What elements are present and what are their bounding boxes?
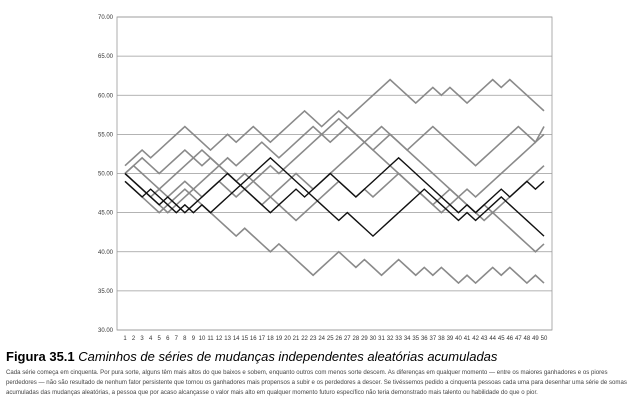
x-tick-label: 32 — [387, 336, 394, 342]
x-tick-label: 9 — [192, 336, 196, 342]
y-axis-ticks: 70.00 65.00 60.00 55.00 50.00 45.00 40.00 35.00… — [98, 15, 114, 334]
caption-line-3: acumuladas das mudanças aleatórias, a pe… — [6, 389, 538, 396]
x-tick-label: 30 — [370, 336, 377, 342]
series-group — [124, 78, 545, 285]
x-tick-label: 10 — [199, 336, 206, 342]
y-tick-label: 70.00 — [98, 15, 114, 21]
x-tick-label: 31 — [378, 336, 385, 342]
x-tick-label: 42 — [472, 336, 479, 342]
x-tick-label: 46 — [506, 336, 513, 342]
x-tick-label: 23 — [310, 336, 317, 342]
series-line-1 — [124, 78, 545, 167]
series-line-7 — [124, 156, 545, 214]
x-tick-label: 24 — [318, 336, 325, 342]
x-tick-label: 16 — [250, 336, 257, 342]
x-tick-label: 11 — [207, 336, 214, 342]
x-tick-label: 28 — [353, 336, 360, 342]
y-tick-label: 50.00 — [98, 172, 114, 178]
x-tick-label: 37 — [429, 336, 436, 342]
y-tick-label: 45.00 — [98, 211, 114, 217]
x-tick-label: 12 — [216, 336, 223, 342]
x-tick-label: 34 — [404, 336, 411, 342]
series-line-5 — [124, 117, 545, 214]
y-tick-label: 65.00 — [98, 54, 114, 60]
caption-line-2: perdedores — não são resultado de nenhum… — [6, 379, 627, 386]
series-line-8 — [124, 156, 545, 238]
series-line-3 — [124, 125, 545, 214]
x-axis-ticks: 1 2 3 4 5 6 7 8 9 10 11 12 13 14 15 16 17 18 19 20 21 22 23 24 2… — [123, 336, 548, 342]
x-tick-label: 14 — [233, 336, 240, 342]
x-tick-label: 45 — [498, 336, 505, 342]
figure-title: Caminhos de séries de mudanças independe… — [78, 349, 498, 364]
figure-label: Figura 35.1 — [6, 349, 75, 364]
x-tick-label: 3 — [140, 336, 144, 342]
x-tick-label: 49 — [532, 336, 539, 342]
x-tick-label: 41 — [464, 336, 471, 342]
x-tick-label: 2 — [132, 336, 136, 342]
x-tick-label: 17 — [258, 336, 265, 342]
x-tick-label: 15 — [241, 336, 248, 342]
x-tick-label: 21 — [293, 336, 300, 342]
x-tick-label: 19 — [276, 336, 283, 342]
x-tick-label: 6 — [166, 336, 170, 342]
series-line-6 — [124, 164, 545, 253]
x-tick-label: 26 — [335, 336, 342, 342]
x-tick-label: 39 — [447, 336, 454, 342]
y-tick-label: 60.00 — [98, 93, 114, 99]
x-tick-label: 22 — [301, 336, 308, 342]
x-tick-label: 13 — [224, 336, 231, 342]
caption-line-1: Cada série começa em cinquenta. Por pura… — [6, 369, 608, 376]
series-line-2 — [124, 180, 545, 285]
grid-lines — [117, 16, 552, 331]
x-tick-label: 8 — [183, 336, 187, 342]
x-tick-label: 38 — [438, 336, 445, 342]
x-tick-label: 5 — [158, 336, 162, 342]
x-tick-label: 43 — [481, 336, 488, 342]
y-tick-label: 30.00 — [98, 328, 114, 334]
x-tick-label: 4 — [149, 336, 153, 342]
x-tick-label: 33 — [395, 336, 402, 342]
x-tick-label: 20 — [284, 336, 291, 342]
x-tick-label: 29 — [361, 336, 368, 342]
line-chart: 70.00 65.00 60.00 55.00 50.00 45.00 40.00 35.00… — [98, 15, 553, 342]
x-tick-label: 18 — [267, 336, 274, 342]
x-tick-label: 1 — [123, 336, 127, 342]
x-tick-label: 48 — [524, 336, 531, 342]
x-tick-label: 44 — [489, 336, 496, 342]
y-tick-label: 35.00 — [98, 289, 114, 295]
x-tick-label: 27 — [344, 336, 351, 342]
y-tick-label: 40.00 — [98, 250, 114, 256]
x-tick-label: 7 — [175, 336, 179, 342]
x-tick-label: 35 — [412, 336, 419, 342]
x-tick-label: 47 — [515, 336, 522, 342]
x-tick-label: 50 — [541, 336, 548, 342]
x-tick-label: 36 — [421, 336, 428, 342]
y-tick-label: 55.00 — [98, 132, 114, 138]
x-tick-label: 40 — [455, 336, 462, 342]
x-tick-label: 25 — [327, 336, 334, 342]
figure-caption-body: Cada série começa em cinquenta. Por pura… — [6, 368, 638, 398]
figure-caption-title: Figura 35.1 Caminhos de séries de mudanç… — [6, 349, 636, 364]
